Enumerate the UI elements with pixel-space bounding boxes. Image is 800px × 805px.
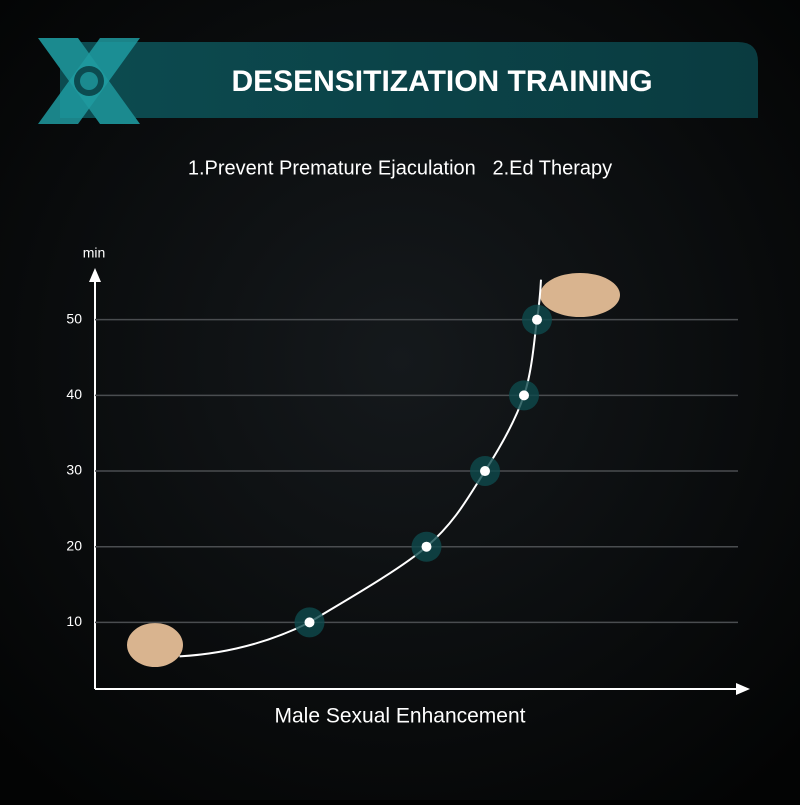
y-tick-label: 30 (66, 462, 82, 478)
point (519, 390, 529, 401)
y-axis-label: min (83, 245, 106, 261)
y-tick-label: 20 (66, 537, 82, 553)
point (480, 466, 490, 477)
y-tick-label: 50 (66, 310, 82, 326)
y-tick-label: 40 (66, 386, 82, 402)
chart-subtitle: 1.Prevent Premature Ejaculation 2.Ed The… (188, 157, 612, 179)
chart-title: DESENSITIZATION TRAINING (231, 65, 652, 98)
logo (38, 38, 140, 124)
decor-figures (127, 273, 620, 667)
point (532, 314, 542, 325)
y-tick-label: 10 (66, 613, 82, 629)
title-banner (60, 42, 758, 118)
point (421, 541, 432, 552)
point (304, 617, 315, 628)
x-axis-label: Male Sexual Enhancement (275, 705, 526, 728)
axes (89, 268, 750, 695)
